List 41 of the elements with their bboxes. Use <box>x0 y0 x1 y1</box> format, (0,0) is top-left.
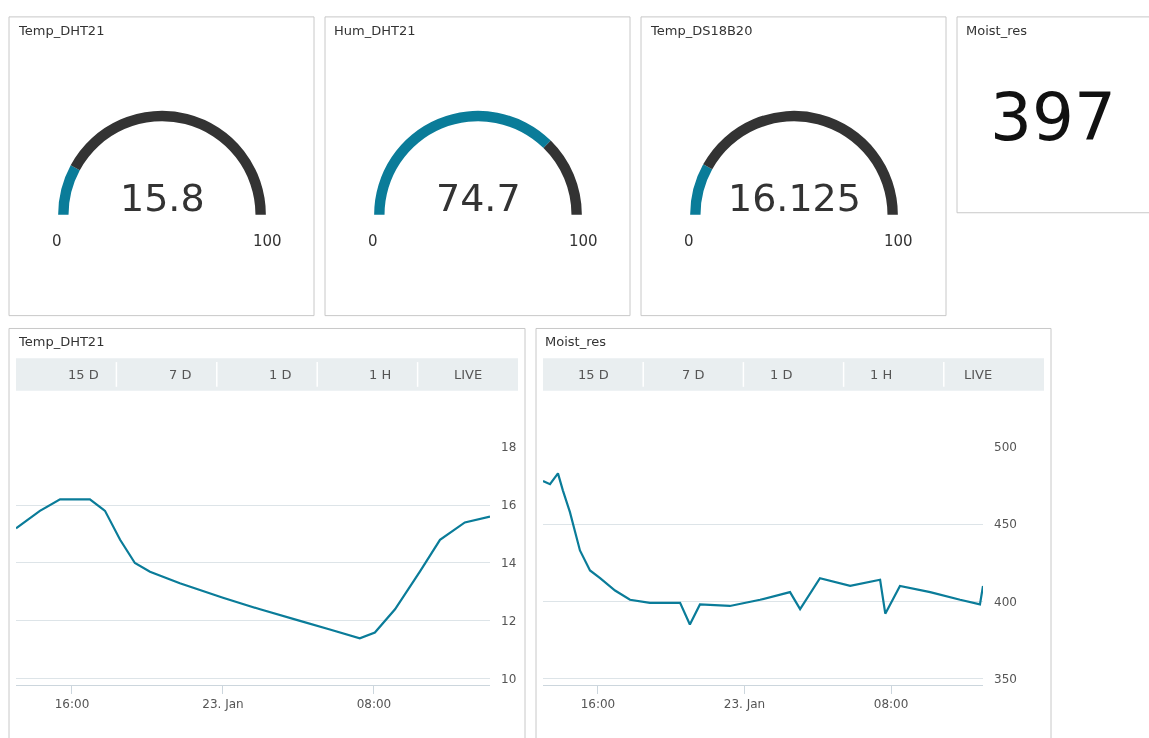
text: 100 <box>884 232 913 250</box>
y-tick-label: 12 <box>501 614 517 629</box>
x-tick-label: 23. Jan <box>202 696 244 711</box>
text: Moist_res <box>966 23 1028 38</box>
x-tick-label: 08:00 <box>873 696 909 711</box>
chart-title: Temp_DHT21 <box>18 334 105 349</box>
text: 1 D <box>770 367 793 382</box>
text: LIVE <box>964 367 993 382</box>
text: 100 <box>253 232 282 250</box>
text: 1 H <box>870 367 893 382</box>
y-tick-label: 450 <box>994 517 1017 532</box>
text: 15 D <box>68 367 99 382</box>
chart-title: Temp_DS18B20 <box>650 23 753 38</box>
text: 0 <box>368 232 378 250</box>
text: 7 D <box>682 367 705 382</box>
text: 0 <box>684 232 694 250</box>
y-tick-label: 18 <box>501 440 517 455</box>
text: 15.8 <box>120 176 205 220</box>
text: 100 <box>569 232 598 250</box>
chart-title: Moist_res <box>545 334 607 349</box>
text: 74.7 <box>436 176 521 220</box>
text: 1 D <box>269 367 292 382</box>
x-tick-label: 16:00 <box>54 696 90 711</box>
x-tick-label: 08:00 <box>356 696 392 711</box>
y-tick-label: 14 <box>501 556 517 571</box>
text: 7 D <box>169 367 192 382</box>
chart-title: Hum_DHT21 <box>334 23 416 38</box>
x-tick-label: 16:00 <box>580 696 616 711</box>
text: 16.125 <box>728 176 861 220</box>
text: LIVE <box>454 367 483 382</box>
text: 1 H <box>369 367 392 382</box>
text: 0 <box>52 232 62 250</box>
y-tick-label: 10 <box>501 671 517 686</box>
text: 397 <box>990 79 1116 156</box>
chart-title: Temp_DHT21 <box>18 23 105 38</box>
y-tick-label: 500 <box>994 440 1017 455</box>
y-tick-label: 400 <box>994 594 1017 609</box>
y-tick-label: 350 <box>994 671 1017 686</box>
text: 15 D <box>578 367 609 382</box>
y-tick-label: 16 <box>501 498 517 513</box>
x-tick-label: 23. Jan <box>723 696 766 711</box>
